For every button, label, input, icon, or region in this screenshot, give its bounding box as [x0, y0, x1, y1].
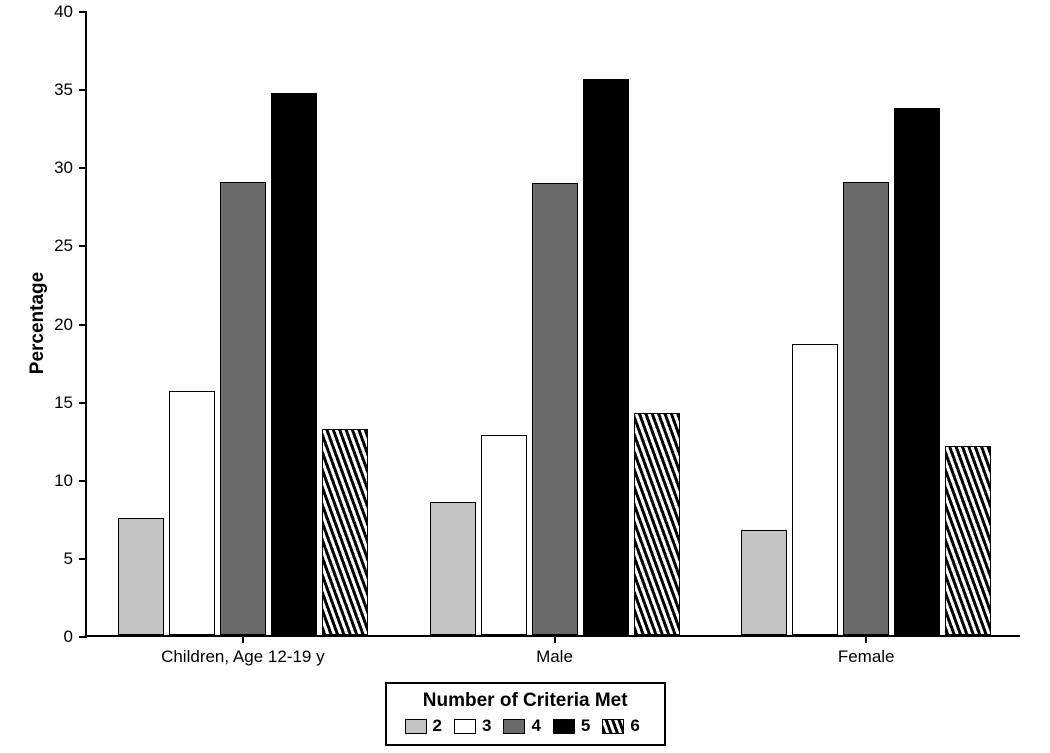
xtick-mark: [554, 635, 556, 643]
legend-label: 5: [581, 716, 590, 736]
bar-series-3: [169, 391, 215, 635]
bar-series-5: [271, 93, 317, 635]
ytick-label: 20: [43, 315, 73, 335]
ytick-label: 30: [43, 158, 73, 178]
ytick-label: 10: [43, 471, 73, 491]
ytick-label: 25: [43, 236, 73, 256]
ytick-label: 35: [43, 80, 73, 100]
bar-series-3: [792, 344, 838, 635]
ytick-mark: [79, 636, 87, 638]
x-category-label: Female: [838, 647, 895, 667]
legend-swatch-4: [503, 719, 525, 734]
legend: Number of Criteria Met 2 3 4 5 6: [385, 682, 666, 746]
legend-items: 2 3 4 5 6: [405, 716, 646, 736]
bar-series-6: [634, 413, 680, 635]
legend-swatch-5: [553, 719, 575, 734]
bar-series-6: [945, 446, 991, 635]
ytick-mark: [79, 167, 87, 169]
legend-swatch-3: [454, 719, 476, 734]
legend-swatch-6: [602, 719, 624, 734]
bar-series-4: [532, 183, 578, 635]
bar-series-5: [583, 79, 629, 635]
bar-series-4: [220, 182, 266, 635]
xtick-mark: [865, 635, 867, 643]
legend-label: 2: [433, 716, 442, 736]
legend-title: Number of Criteria Met: [405, 690, 646, 712]
x-category-label: Children, Age 12-19 y: [161, 647, 325, 667]
ytick-mark: [79, 558, 87, 560]
legend-label: 4: [531, 716, 540, 736]
bar-series-4: [843, 182, 889, 635]
legend-label: 3: [482, 716, 491, 736]
ytick-mark: [79, 245, 87, 247]
legend-swatch-2: [405, 719, 427, 734]
bar-series-6: [322, 429, 368, 635]
ytick-mark: [79, 480, 87, 482]
bar-series-2: [118, 518, 164, 635]
x-category-label: Male: [536, 647, 573, 667]
bar-series-2: [741, 530, 787, 635]
ytick-label: 5: [43, 549, 73, 569]
ytick-mark: [79, 402, 87, 404]
ytick-label: 15: [43, 393, 73, 413]
ytick-mark: [79, 324, 87, 326]
ytick-label: 0: [43, 627, 73, 647]
bar-series-5: [894, 108, 940, 635]
bar-series-3: [481, 435, 527, 635]
legend-label: 6: [630, 716, 639, 736]
ytick-mark: [79, 89, 87, 91]
ytick-label: 40: [43, 2, 73, 22]
plot-area: 0510152025303540Children, Age 12-19 yMal…: [85, 12, 1020, 637]
bar-series-2: [430, 502, 476, 635]
ytick-mark: [79, 11, 87, 13]
chart-container: Percentage 0510152025303540Children, Age…: [0, 0, 1050, 753]
xtick-mark: [242, 635, 244, 643]
